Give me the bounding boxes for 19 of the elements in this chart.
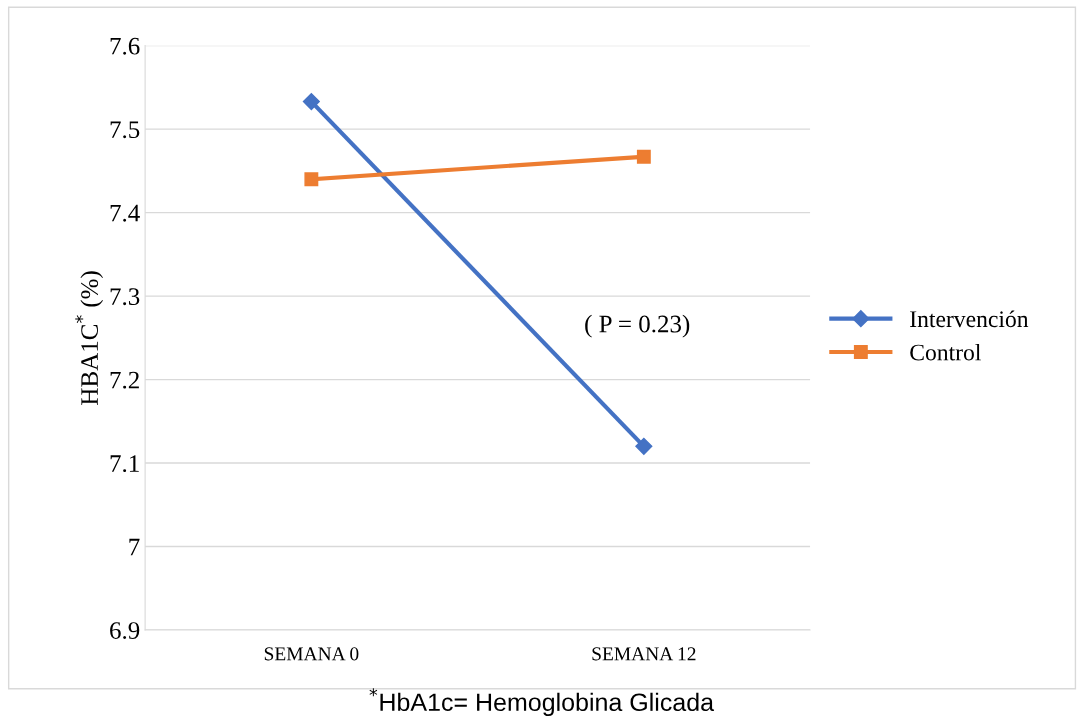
y-tick-label: 7.4 (110, 204, 140, 222)
y-tick-label: 7.2 (110, 371, 139, 389)
point (635, 437, 653, 455)
legend-label: Control (910, 343, 981, 361)
point (302, 93, 320, 111)
y-tick-label: 7 (129, 538, 140, 556)
point (304, 172, 319, 187)
y-tick-label: 7.6 (110, 37, 140, 55)
x-tick-label: SEMANA 12 (592, 647, 696, 661)
y-tick-label: 7.3 (110, 288, 140, 306)
text: $^{*}$HbA1c= Hemoglobina Glicada (369, 688, 715, 717)
y-tick-label: 7.5 (110, 121, 140, 139)
y-tick-label: 6.9 (110, 622, 140, 640)
legend-label: Intervención (910, 310, 1029, 328)
x-tick-label: SEMANA 0 (264, 647, 359, 661)
y-axis-title: HBA1C$^{*}$ (%) (75, 271, 104, 405)
point (636, 149, 651, 164)
annotation: ( P = 0.23) (585, 314, 690, 338)
y-tick-label: 7.1 (110, 455, 139, 473)
